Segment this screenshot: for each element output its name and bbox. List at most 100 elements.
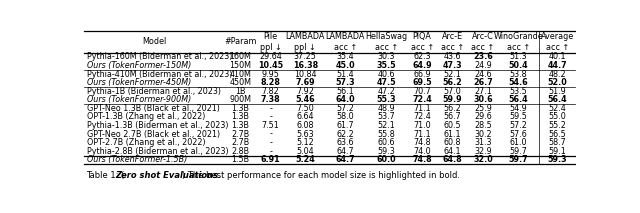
Text: LAMBADA
ppl ↓: LAMBADA ppl ↓ (285, 32, 325, 52)
Text: 72.4: 72.4 (413, 112, 431, 121)
Text: Ours (TokenFormer-1.5B): Ours (TokenFormer-1.5B) (87, 155, 187, 164)
Text: 55.3: 55.3 (376, 95, 396, 104)
Text: 60.5: 60.5 (444, 121, 461, 130)
Text: 52.1: 52.1 (377, 121, 395, 130)
Text: 51.4: 51.4 (337, 70, 355, 79)
Text: 64.1: 64.1 (444, 147, 461, 156)
Text: 900M: 900M (229, 95, 251, 104)
Text: 60.8: 60.8 (444, 138, 461, 147)
Text: 71.1: 71.1 (413, 130, 431, 139)
Text: 63.6: 63.6 (337, 138, 354, 147)
Text: 6.08: 6.08 (296, 121, 314, 130)
Text: 55.0: 55.0 (548, 112, 566, 121)
Text: 57.3: 57.3 (335, 78, 355, 87)
Text: 28.5: 28.5 (474, 121, 492, 130)
Text: 1.3B: 1.3B (231, 112, 249, 121)
Text: 61.7: 61.7 (337, 121, 355, 130)
Text: 35.4: 35.4 (337, 52, 355, 61)
Text: 74.8: 74.8 (412, 155, 432, 164)
Text: 55.2: 55.2 (548, 121, 566, 130)
Text: 35.5: 35.5 (376, 61, 396, 70)
Text: 64.8: 64.8 (443, 155, 463, 164)
Text: 53.8: 53.8 (510, 70, 527, 79)
Text: 30.6: 30.6 (473, 95, 493, 104)
Text: -: - (269, 138, 272, 147)
Text: Average
acc ↑: Average acc ↑ (541, 32, 574, 52)
Text: 1.3B: 1.3B (231, 104, 249, 113)
Text: 64.7: 64.7 (337, 147, 355, 156)
Text: 57.2: 57.2 (509, 121, 527, 130)
Text: 72.4: 72.4 (412, 95, 432, 104)
Text: 40.1: 40.1 (548, 52, 566, 61)
Text: Table 1: (: Table 1: ( (86, 171, 125, 180)
Text: 30.2: 30.2 (474, 130, 492, 139)
Text: Pile
ppl ↓: Pile ppl ↓ (260, 32, 282, 52)
Text: 5.46: 5.46 (296, 95, 315, 104)
Text: 37.25: 37.25 (294, 52, 317, 61)
Text: 62.2: 62.2 (337, 130, 355, 139)
Text: WinoGrande
acc ↑: WinoGrande acc ↑ (494, 32, 543, 52)
Text: 27.1: 27.1 (474, 87, 492, 96)
Text: 6.91: 6.91 (261, 155, 280, 164)
Text: 57.2: 57.2 (337, 104, 355, 113)
Text: 2.7B: 2.7B (231, 130, 249, 139)
Text: 410M: 410M (229, 70, 251, 79)
Text: -: - (269, 147, 272, 156)
Text: 10.45: 10.45 (258, 61, 284, 70)
Text: 7.82: 7.82 (262, 87, 280, 96)
Text: Pythia-1B (Biderman et al., 2023): Pythia-1B (Biderman et al., 2023) (87, 87, 221, 96)
Text: ) The best performance for each model size is highlighted in bold.: ) The best performance for each model si… (182, 171, 460, 180)
Text: 59.7: 59.7 (509, 147, 527, 156)
Text: 2.8B: 2.8B (231, 147, 249, 156)
Text: 5.24: 5.24 (296, 155, 315, 164)
Text: 1.3B: 1.3B (231, 121, 249, 130)
Text: OPT-2.7B (Zhang et al., 2022): OPT-2.7B (Zhang et al., 2022) (87, 138, 205, 147)
Text: 48.9: 48.9 (378, 104, 395, 113)
Text: 7.51: 7.51 (262, 121, 280, 130)
Text: 56.4: 56.4 (509, 95, 529, 104)
Text: 69.5: 69.5 (412, 78, 432, 87)
Text: 8.28: 8.28 (260, 78, 281, 87)
Text: LAMBADA
acc ↑: LAMBADA acc ↑ (326, 32, 365, 52)
Text: 64.9: 64.9 (412, 61, 432, 70)
Text: 16.38: 16.38 (292, 61, 318, 70)
Text: 51.9: 51.9 (548, 87, 566, 96)
Text: 59.9: 59.9 (443, 95, 463, 104)
Text: Pythia-410M (Biderman et al., 2023): Pythia-410M (Biderman et al., 2023) (87, 70, 232, 79)
Text: 47.3: 47.3 (443, 61, 463, 70)
Text: 60.6: 60.6 (378, 138, 395, 147)
Text: 57.6: 57.6 (510, 130, 527, 139)
Text: -: - (269, 112, 272, 121)
Text: 58.7: 58.7 (548, 138, 566, 147)
Text: 56.7: 56.7 (444, 112, 461, 121)
Text: 5.12: 5.12 (296, 138, 314, 147)
Text: 53.7: 53.7 (377, 112, 395, 121)
Text: Pythia-2.8B (Biderman et al., 2023): Pythia-2.8B (Biderman et al., 2023) (87, 147, 228, 156)
Text: 60.0: 60.0 (376, 155, 396, 164)
Text: 5.04: 5.04 (296, 147, 314, 156)
Text: 30.3: 30.3 (378, 52, 395, 61)
Text: 62.3: 62.3 (413, 52, 431, 61)
Text: 64.7: 64.7 (335, 155, 355, 164)
Text: 58.0: 58.0 (337, 112, 355, 121)
Text: OPT-1.3B (Zhang et al., 2022): OPT-1.3B (Zhang et al., 2022) (87, 112, 205, 121)
Text: 54.9: 54.9 (510, 104, 527, 113)
Text: -: - (269, 104, 272, 113)
Text: 53.5: 53.5 (510, 87, 527, 96)
Text: Ours (TokenFormer-900M): Ours (TokenFormer-900M) (87, 95, 191, 104)
Text: 59.5: 59.5 (509, 112, 527, 121)
Text: 57.0: 57.0 (444, 87, 461, 96)
Text: 29.6: 29.6 (474, 112, 492, 121)
Text: 56.5: 56.5 (548, 130, 566, 139)
Text: 52.4: 52.4 (548, 104, 566, 113)
Text: 56.1: 56.1 (337, 87, 355, 96)
Text: 70.7: 70.7 (413, 87, 431, 96)
Text: Pythia-1.3B (Biderman et al., 2023): Pythia-1.3B (Biderman et al., 2023) (87, 121, 228, 130)
Text: 59.7: 59.7 (509, 155, 529, 164)
Text: 43.6: 43.6 (444, 52, 461, 61)
Text: GPT-Neo 2.7B (Black et al., 2021): GPT-Neo 2.7B (Black et al., 2021) (87, 130, 220, 139)
Text: 160M: 160M (229, 52, 251, 61)
Text: 31.3: 31.3 (474, 138, 492, 147)
Text: Ours (TokenFormer-150M): Ours (TokenFormer-150M) (87, 61, 191, 70)
Text: 59.1: 59.1 (548, 147, 566, 156)
